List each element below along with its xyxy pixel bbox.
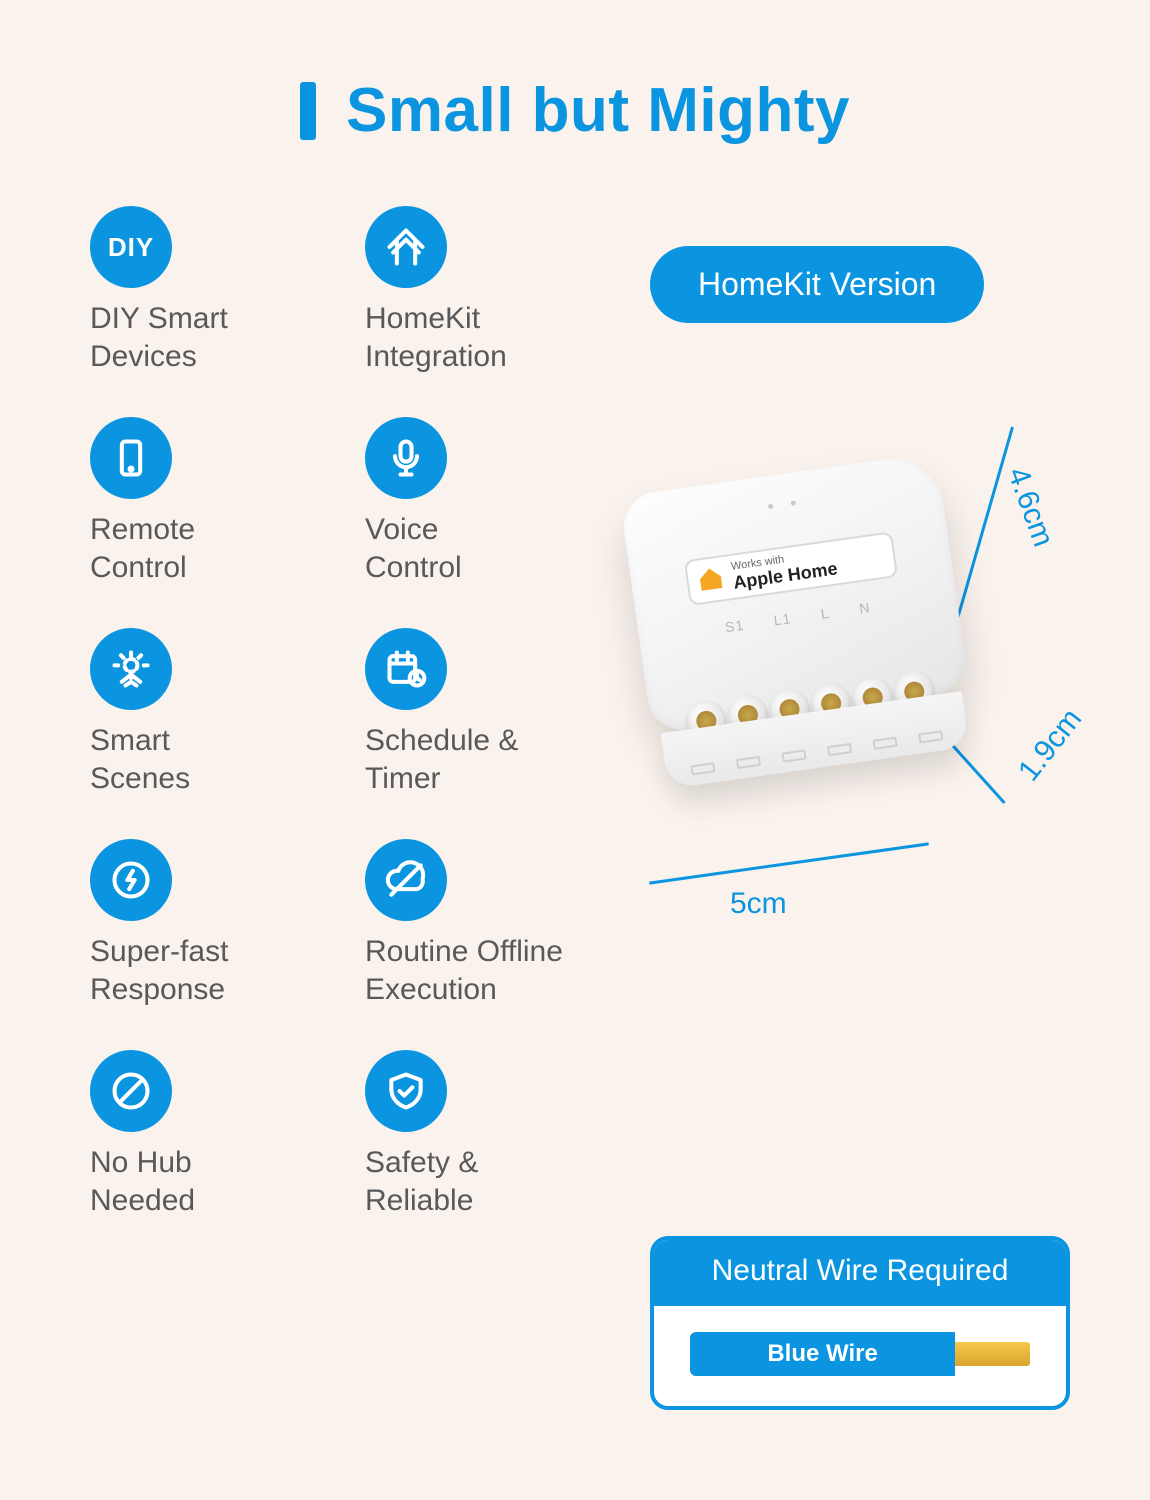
feature-offline: Routine OfflineExecution [365,839,610,1008]
version-pill: HomeKit Version [650,246,984,323]
wire-graphic: Blue Wire [690,1332,1030,1376]
terminal-labels: S1 L1 L N [724,599,871,635]
apple-home-badge: Works with Apple Home [684,531,898,606]
device-body: Works with Apple Home S1 L1 L N [619,452,969,734]
features-grid: DIY DIY SmartDevices HomeKitIntegration Rem… [90,206,610,1219]
neutral-wire-card: Neutral Wire Required Blue Wire [650,1236,1070,1410]
wire-blue-segment: Blue Wire [690,1332,955,1376]
wire-card-header: Neutral Wire Required [654,1240,1066,1306]
safety-icon [365,1050,447,1132]
feature-label: No HubNeeded [90,1144,335,1219]
scenes-icon [90,628,172,710]
feature-label: Safety &Reliable [365,1144,610,1219]
feature-label: DIY SmartDevices [90,300,335,375]
wire-card-body: Blue Wire [654,1306,1066,1406]
voice-icon [365,417,447,499]
remote-icon [90,417,172,499]
feature-label: HomeKitIntegration [365,300,610,375]
feature-label: VoiceControl [365,511,610,586]
feature-scenes: SmartScenes [90,628,335,797]
feature-homekit: HomeKitIntegration [365,206,610,375]
feature-diy: DIY DIY SmartDevices [90,206,335,375]
house-icon [695,563,727,595]
terminal-label: S1 [724,617,745,636]
offline-icon [365,839,447,921]
feature-schedule: Schedule &Timer [365,628,610,797]
feature-safety: Safety &Reliable [365,1050,610,1219]
feature-label: SmartScenes [90,722,335,797]
homekit-icon [365,206,447,288]
terminal-label: L1 [773,610,793,628]
page-title-row: Small but Mighty [0,0,1150,146]
feature-label: Super-fastResponse [90,933,335,1008]
title-accent-bar [300,82,316,140]
terminal-label: L [820,605,831,622]
schedule-icon [365,628,447,710]
nohub-icon [90,1050,172,1132]
dim-line-width [649,842,929,884]
terminal-label: N [858,599,871,616]
feature-label: Routine OfflineExecution [365,933,610,1008]
wire-copper-segment [955,1342,1030,1366]
device: Works with Apple Home S1 L1 L N [619,452,980,813]
main-content: DIY DIY SmartDevices HomeKitIntegration Rem… [0,146,1150,1219]
device-area: Works with Apple Home S1L1LN 4 [630,433,1070,873]
right-column: HomeKit Version Works with Apple Home [610,206,1070,1219]
feature-nohub: No HubNeeded [90,1050,335,1219]
feature-label: RemoteControl [90,511,335,586]
dimension-height: 1.9cm [1012,703,1089,788]
dimension-depth: 4.6cm [1000,463,1060,551]
feature-label: Schedule &Timer [365,722,610,797]
dimension-width: 5cm [730,887,787,921]
feature-fast: Super-fastResponse [90,839,335,1008]
page-title: Small but Mighty [346,75,850,146]
wire-label: Blue Wire [767,1340,877,1368]
feature-remote: RemoteControl [90,417,335,586]
diy-icon: DIY [90,206,172,288]
led-dots [768,500,796,509]
fast-icon [90,839,172,921]
feature-voice: VoiceControl [365,417,610,586]
